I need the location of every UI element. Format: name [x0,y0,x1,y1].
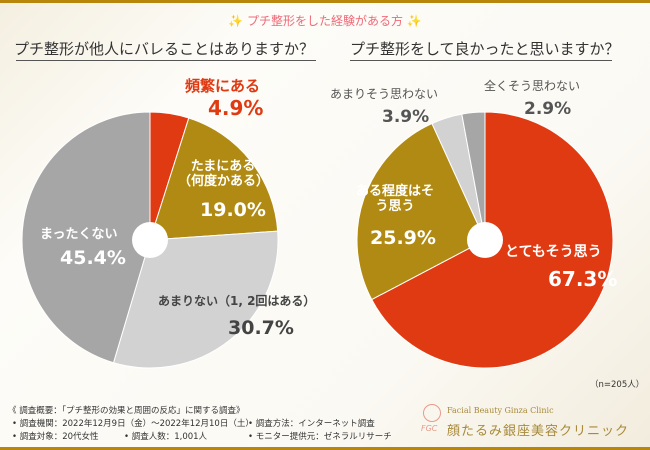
pie-slice-1-3 [112,230,279,369]
data-label: 25.9% [370,227,436,249]
data-label: 67.3% [548,267,618,291]
pie-center-hole [467,222,503,258]
survey-provider: • モニター提供元：ゼネラルリサーチ [248,432,392,442]
slice-label: あまりそう思わない [330,87,439,101]
chart2-title: プチ整形をして良かったと思いますか？ [350,40,620,58]
data-label: 45.4% [60,247,126,269]
pie-slice-2-2 [356,122,486,301]
slice-label: まったくない [40,227,118,242]
pie-slice-1-2 [149,117,279,241]
slice-label: あまりない（1, 2回はある） [158,294,316,308]
logo-mark: FGC [421,424,438,433]
data-label: 3.9% [382,107,430,127]
pie-center-hole [132,222,168,258]
pie-slice-2-4 [461,111,486,241]
underline [350,60,612,61]
logo-english: Facial Beauty Ginza Clinic [447,406,554,415]
data-label: 4.9% [208,96,264,120]
slice-label: とてもそう思う [505,244,602,260]
subtitle: ✨ プチ整形をした経験がある方 ✨ [228,14,422,28]
data-label: 30.7% [228,317,294,339]
logo-japanese: 顔たるみ銀座美容クリニック [447,424,630,439]
underline [16,60,316,61]
survey-target: • 調査対象：20代女性 [12,432,99,442]
slice-label: ある程度はそう思う [355,184,434,214]
survey-title: 《 調査概要：「プチ整形の効果と周囲の反応」に関する調査》 [8,406,245,416]
logo-circle-icon [423,404,441,422]
pie-slice-1-4 [21,111,151,364]
sample-size: （n=205人） [590,380,645,390]
survey-count: • 調査人数：1,001人 [124,432,208,442]
slice-label: 全くそう思わない [484,79,581,93]
data-label: 2.9% [524,99,572,119]
chart1-title: プチ整形が他人にバレることはありますか？ [14,40,315,58]
bottom-bar [0,447,650,450]
slice-label: 頻繁にある [185,77,261,95]
data-label: 19.0% [200,199,266,221]
survey-method: • 調査方法：インターネット調査 [248,419,375,429]
survey-period: • 調査機関：2022年12月9日（金）〜2022年12月10日（土） [12,419,254,429]
top-bar [0,0,650,3]
slice-label: たまにある（何度かある） [178,159,270,189]
